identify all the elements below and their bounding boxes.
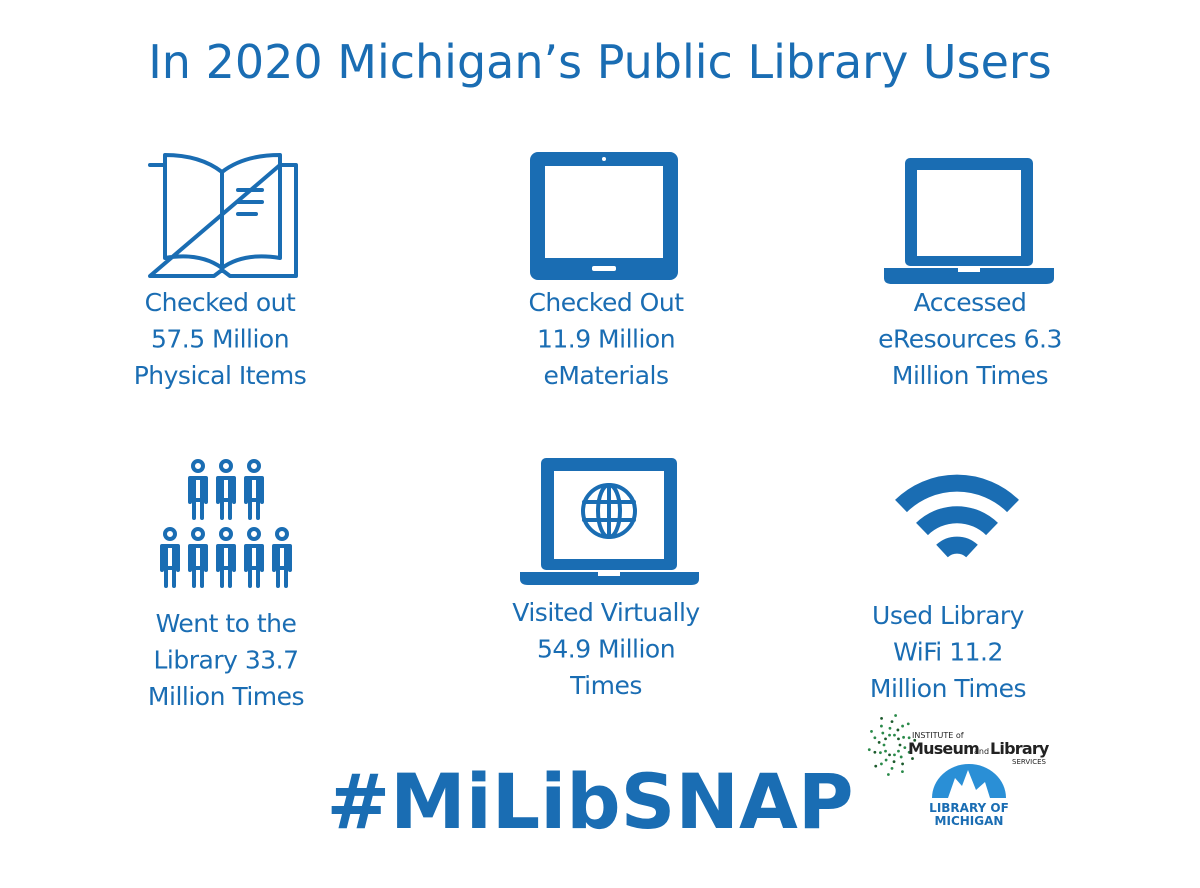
caption-line: WiFi 11.2 <box>893 638 1003 667</box>
person-head <box>163 527 177 541</box>
logo-dot <box>907 750 911 754</box>
person-head <box>247 459 261 473</box>
imls-and: and <box>974 747 989 756</box>
caption-line: Visited Virtually <box>512 598 700 627</box>
logo-dot <box>901 724 904 728</box>
logo-dot <box>902 735 905 739</box>
lom-logo: LIBRARY OF MICHIGAN <box>929 764 1009 828</box>
logo-dot <box>907 736 911 740</box>
logo-dot <box>880 724 883 728</box>
logo-dot <box>893 733 896 737</box>
logo-dot <box>892 760 896 764</box>
person-body <box>188 476 208 520</box>
logo-dot <box>901 762 904 766</box>
book-icon <box>148 153 298 278</box>
logo-dot <box>887 773 890 776</box>
person-body <box>244 544 264 588</box>
logo-dot <box>884 749 887 753</box>
logo-dot <box>897 749 900 753</box>
logo-dot <box>896 728 900 732</box>
logo-dot <box>877 740 881 744</box>
caption-line: Million Times <box>892 361 1048 390</box>
logo-dot <box>890 720 894 723</box>
logo-dot <box>870 730 873 733</box>
person-head <box>247 527 261 541</box>
person-body <box>216 544 236 588</box>
caption-line: Times <box>569 671 642 700</box>
caption-line: 57.5 Million <box>151 325 289 354</box>
person-head <box>191 527 205 541</box>
caption-line: Million Times <box>870 674 1026 703</box>
title: In 2020 Michigan’s Public Library Users <box>148 35 1052 89</box>
logo-dot <box>898 743 902 747</box>
logo-dot <box>867 748 871 752</box>
logo-dot <box>879 751 882 755</box>
logo-dot <box>893 753 896 757</box>
caption-line: Library 33.7 <box>153 646 298 675</box>
logo-dot <box>897 737 900 741</box>
imls-library: Library <box>990 739 1050 758</box>
logo-dot <box>884 737 887 741</box>
laptop-icon <box>884 158 1054 284</box>
logo-dot <box>880 716 883 720</box>
caption-line: 54.9 Million <box>537 635 675 664</box>
logo-dot <box>890 767 894 770</box>
logo-dot <box>873 736 877 740</box>
caption-line: Checked out <box>145 288 296 317</box>
web-laptop-icon <box>520 458 699 585</box>
logo-dot <box>884 758 888 762</box>
logo-dot <box>888 726 892 730</box>
logo-dot <box>901 770 904 774</box>
caption-line: Million Times <box>148 682 304 711</box>
person-body <box>216 476 236 520</box>
captions: Checked out 57.5 Million Physical Items Che… <box>134 288 1063 711</box>
person-head <box>191 459 205 473</box>
caption-line: eMaterials <box>544 361 669 390</box>
logo-dot <box>882 743 886 747</box>
people-icon <box>160 459 292 588</box>
person-body <box>188 544 208 588</box>
logo-dot <box>899 755 903 759</box>
imls-museum: Museum <box>908 739 979 758</box>
logo-dot <box>906 722 910 726</box>
logo-dot <box>913 738 917 742</box>
logo-dot <box>911 757 914 760</box>
person-body <box>244 476 264 520</box>
imls-top: INSTITUTE of <box>912 731 964 740</box>
lom-line1: LIBRARY OF <box>929 801 1009 815</box>
caption-line: Checked Out <box>528 288 684 317</box>
person-head <box>219 527 233 541</box>
logo-dot <box>880 762 883 766</box>
person-body <box>272 544 292 588</box>
person-body <box>160 544 180 588</box>
logo-dot <box>874 764 878 768</box>
person-head <box>275 527 289 541</box>
caption-line: Physical Items <box>134 361 307 390</box>
imls-logo: INSTITUTE of Museum and Library SERVICES <box>867 714 1051 776</box>
logo-dot <box>894 714 897 717</box>
logo-dot <box>888 753 891 757</box>
caption-line: Used Library <box>872 601 1025 630</box>
logo-dot <box>881 731 885 735</box>
hashtag: #MiLibSNAP <box>326 757 853 846</box>
logo-dot <box>888 733 891 737</box>
caption-line: Went to the <box>156 609 297 638</box>
caption-line: 11.9 Million <box>537 325 675 354</box>
logo-dot <box>903 746 907 750</box>
caption-line: eResources 6.3 <box>878 325 1062 354</box>
wifi-icon <box>895 474 1019 558</box>
tablet-icon <box>530 152 678 280</box>
caption-line: Accessed <box>914 288 1027 317</box>
lom-line2: MICHIGAN <box>935 814 1004 828</box>
person-head <box>219 459 233 473</box>
logo-dot <box>873 750 877 754</box>
imls-services: SERVICES <box>1012 758 1047 766</box>
